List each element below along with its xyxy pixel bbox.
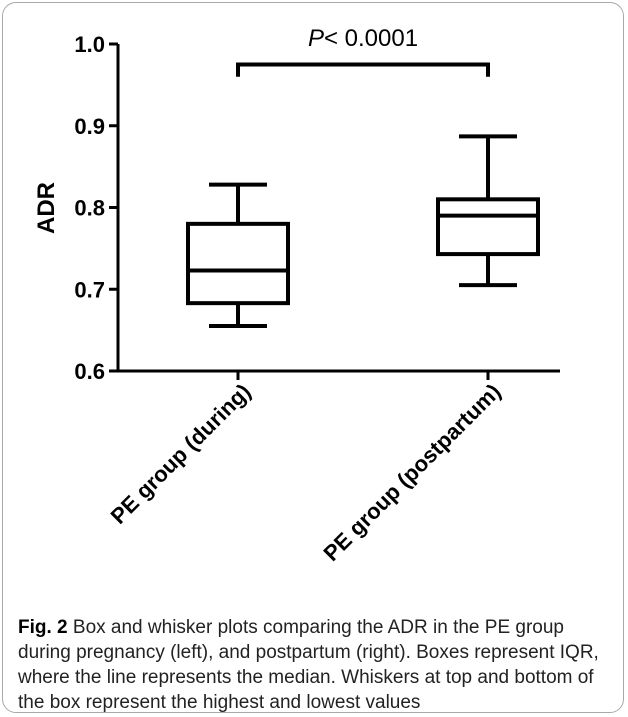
- caption-label: Fig. 2: [18, 617, 68, 638]
- p-symbol: P: [308, 25, 324, 52]
- box-plot-chart: 0.60.70.80.91.0 PE group (during) PE grou…: [33, 25, 560, 566]
- y-tick-label: 0.8: [74, 196, 105, 221]
- y-tick-label: 0.7: [74, 277, 105, 302]
- box-2: [436, 134, 540, 288]
- significance-bracket: [236, 62, 490, 77]
- iqr-box: [436, 197, 540, 257]
- iqr-box: [186, 221, 290, 306]
- x-tick-label: PE group (during): [106, 379, 256, 529]
- x-axis: PE group (during) PE group (postpartum): [106, 369, 560, 566]
- p-value: < 0.0001: [324, 25, 418, 52]
- y-axis: 0.6 0.7 0.8 0.9 1.0: [74, 32, 120, 384]
- y-tick-label: 0.6: [74, 359, 105, 384]
- figure-caption: Fig. 2 Box and whisker plots comparing t…: [18, 615, 618, 715]
- significance-annotation: P< 0.0001: [236, 25, 490, 77]
- p-value-label: P< 0.0001: [308, 25, 418, 52]
- y-axis-label: ADR: [33, 182, 60, 234]
- y-tick-label: 1.0: [74, 32, 105, 57]
- y-tick-label: 0.9: [74, 114, 105, 139]
- box-1: [186, 182, 290, 329]
- boxes: [186, 134, 540, 329]
- caption-text: Box and whisker plots comparing the ADR …: [18, 617, 599, 713]
- x-tick-label: PE group (postpartum): [318, 379, 505, 566]
